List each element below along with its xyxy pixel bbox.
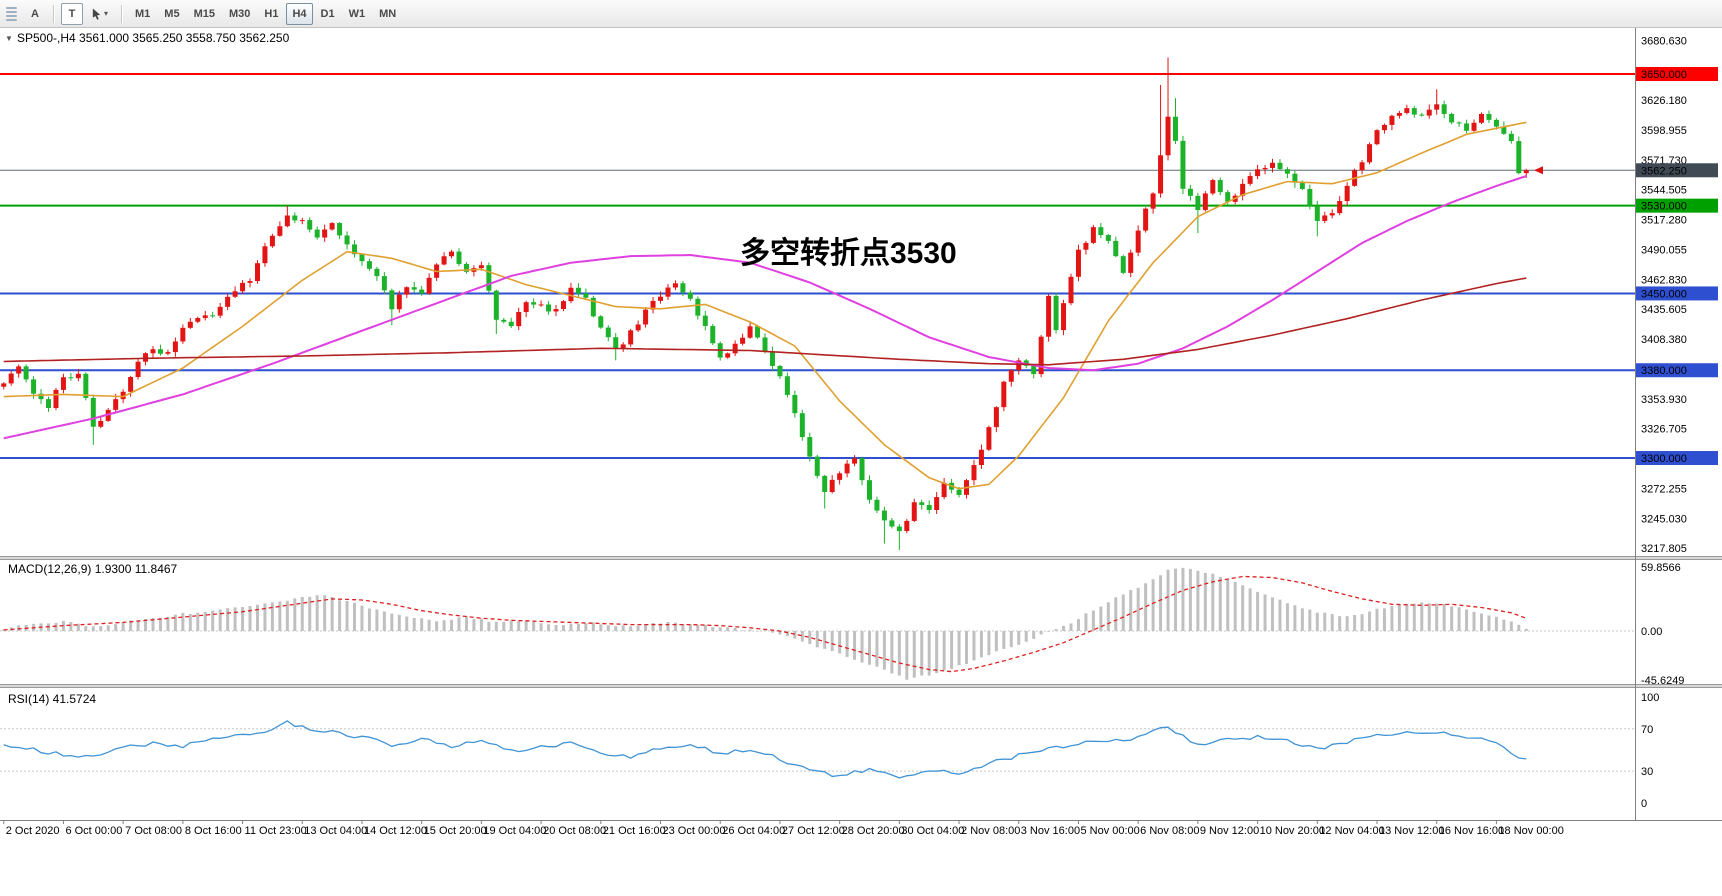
rsi-axis-label: 30: [1641, 766, 1653, 778]
timeframe-button-w1[interactable]: W1: [348, 7, 366, 20]
time-axis-label: 26 Oct 04:00: [722, 825, 785, 837]
svg-text:3562.250: 3562.250: [1641, 165, 1687, 177]
time-axis-label: 12 Nov 04:00: [1319, 825, 1384, 837]
time-axis-label: 6 Oct 00:00: [65, 825, 122, 837]
price-axis-label: 3598.955: [1641, 125, 1687, 137]
arrow-text-tool-button[interactable]: A: [31, 7, 39, 20]
macd-axis-label: 59.8566: [1641, 562, 1681, 574]
time-axis-label: 28 Oct 20:00: [842, 825, 905, 837]
toolbar-separator: [121, 4, 123, 23]
svg-text:3650.000: 3650.000: [1641, 69, 1687, 81]
price-badge-3300.000: 3300.000: [1636, 451, 1718, 466]
time-axis-label: 13 Nov 12:00: [1379, 825, 1444, 837]
ma-slow-line: [3, 175, 1527, 440]
moving-averages-layer: [3, 121, 1527, 490]
macd-axis-label: -45.6249: [1641, 675, 1684, 687]
time-axis-label: 2 Oct 2020: [6, 825, 60, 837]
cursor-icon: [92, 8, 101, 20]
toolbar: A T ▾ M1 M5 M15 M30 H1 H4 D1 W1 MN: [0, 0, 1722, 28]
rsi-axis-label: 70: [1641, 724, 1653, 736]
svg-text:3530.000: 3530.000: [1641, 201, 1687, 213]
macd-signal-line: [3, 575, 1527, 673]
time-axis-label: 5 Nov 00:00: [1080, 825, 1139, 837]
time-axis-label: 15 Oct 20:00: [424, 825, 487, 837]
macd-layer: [0, 567, 1635, 680]
time-axis-label: 2 Nov 08:00: [961, 825, 1020, 837]
timeframe-button-h1[interactable]: H1: [264, 7, 279, 20]
text-tool-button[interactable]: T: [61, 2, 83, 25]
svg-text:3380.000: 3380.000: [1641, 365, 1687, 377]
time-axis-label: 6 Nov 08:00: [1140, 825, 1199, 837]
macd-label: MACD(12,26,9) 1.9300 11.8467: [8, 562, 178, 576]
price-badge-3380.000: 3380.000: [1636, 363, 1718, 378]
rsi-axis-label: 0: [1641, 798, 1647, 810]
price-axis-label: 3626.180: [1641, 95, 1687, 107]
ma-fast-line: [3, 121, 1527, 490]
time-axis-label: 14 Oct 12:00: [364, 825, 427, 837]
time-axis-label: 10 Nov 20:00: [1260, 825, 1325, 837]
time-axis-label: 19 Oct 04:00: [483, 825, 546, 837]
price-axis-label: 3462.830: [1641, 274, 1687, 286]
timeframe-button-m15[interactable]: M15: [193, 7, 215, 20]
svg-text:3450.000: 3450.000: [1641, 288, 1687, 300]
price-axis-label: 3272.255: [1641, 483, 1687, 495]
time-axis-label: 13 Oct 04:00: [304, 825, 367, 837]
bid-price-badge: 3562.250: [1636, 163, 1718, 178]
timeframe-toolbar: M1 M5 M15 M30 H1 H4 D1 W1 MN: [129, 2, 402, 25]
rsi-axis-label: 100: [1641, 692, 1659, 704]
toolbar-handle-icon[interactable]: [4, 6, 19, 22]
rsi-layer: [0, 720, 1635, 779]
time-axis: 2 Oct 2020 6 Oct 00:00 7 Oct 08:00 8 Oct 16…: [0, 820, 1722, 837]
time-axis-label: 18 Nov 00:00: [1498, 825, 1563, 837]
svg-text:3300.000: 3300.000: [1641, 453, 1687, 465]
price-badge-3450.000: 3450.000: [1636, 286, 1718, 301]
price-axis-label: 3517.280: [1641, 215, 1687, 227]
price-axis-label: 3353.930: [1641, 394, 1687, 406]
last-price-arrow-icon[interactable]: [1534, 166, 1543, 175]
price-badge-3530.000: 3530.000: [1636, 198, 1718, 213]
macd-axis-label: 0.00: [1641, 626, 1662, 638]
timeframe-button-m30[interactable]: M30: [228, 7, 251, 20]
time-axis-label: 21 Oct 16:00: [603, 825, 666, 837]
time-axis-label: 20 Oct 08:00: [543, 825, 606, 837]
rsi-label: RSI(14) 41.5724: [8, 692, 96, 706]
timeframe-button-d1[interactable]: D1: [320, 7, 335, 20]
ma-long-line: [3, 277, 1527, 366]
time-axis-label: 9 Nov 12:00: [1200, 825, 1259, 837]
price-axis-label: 3490.055: [1641, 244, 1687, 256]
time-axis-label: 3 Nov 16:00: [1021, 825, 1080, 837]
chart-collapse-icon[interactable]: ▼: [5, 34, 13, 43]
time-axis-label: 16 Nov 16:00: [1439, 825, 1504, 837]
symbol-info-line: SP500-,H4 3561.000 3565.250 3558.750 356…: [17, 31, 290, 45]
price-axis-label: 3245.030: [1641, 513, 1687, 525]
price-axis-label: 3217.805: [1641, 543, 1687, 555]
timeframe-button-m1[interactable]: M1: [135, 7, 151, 20]
price-badge-3650.000: 3650.000: [1636, 66, 1718, 81]
annotation-text[interactable]: 多空转折点3530: [740, 237, 957, 270]
time-axis-label: 30 Oct 04:00: [901, 825, 964, 837]
price-axis-label: 3326.705: [1641, 424, 1687, 436]
price-axis-label: 3680.630: [1641, 35, 1687, 47]
candles-layer: [1, 57, 1529, 550]
caret-down-icon: ▾: [104, 9, 109, 18]
cursor-tool-button[interactable]: ▾: [85, 3, 114, 25]
price-axis-label: 3435.605: [1641, 304, 1687, 316]
price-axis-label: 3408.380: [1641, 334, 1687, 346]
time-axis-label: 23 Oct 00:00: [663, 825, 726, 837]
time-axis-label: 8 Oct 16:00: [185, 825, 242, 837]
time-axis-label: 27 Oct 12:00: [782, 825, 845, 837]
rsi-line: [3, 720, 1527, 779]
price-axis-label: 3544.505: [1641, 185, 1687, 197]
price-axis: 3680.6303626.1803598.9553571.7303544.505…: [1635, 28, 1718, 820]
toolbar-separator: [53, 4, 54, 23]
timeframe-button-h4[interactable]: H4: [286, 2, 313, 25]
time-axis-label: 11 Oct 23:00: [245, 825, 307, 837]
timeframe-button-m5[interactable]: M5: [164, 7, 180, 20]
timeframe-button-mn[interactable]: MN: [379, 7, 397, 20]
time-axis-label: 7 Oct 08:00: [125, 825, 182, 837]
